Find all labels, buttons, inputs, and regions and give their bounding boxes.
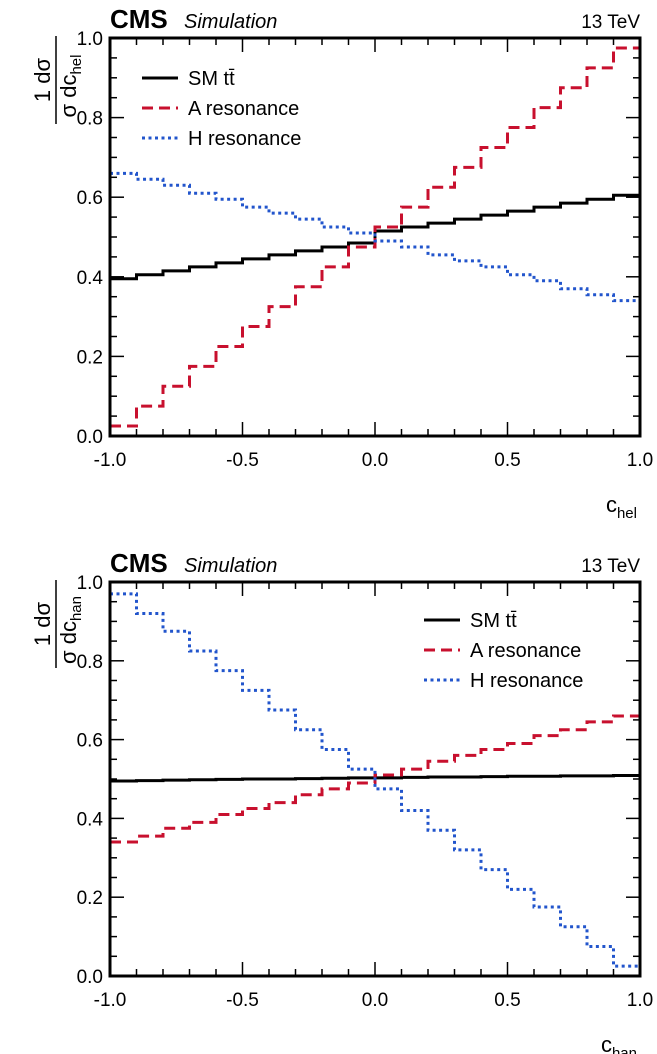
energy-label: 13 TeV — [581, 556, 640, 577]
y-tick-label: 0.8 — [77, 109, 103, 130]
legend-label: H resonance — [470, 670, 583, 692]
y-tick-label: 0.0 — [77, 427, 103, 448]
experiment-label: CMS — [110, 4, 168, 34]
y-tick-label: 0.4 — [77, 809, 104, 830]
y-axis-title-denominator: σ dchan — [56, 596, 85, 664]
plot-frame — [108, 580, 642, 978]
series-line-a-resonance — [110, 46, 640, 428]
x-axis-title: chan — [601, 1032, 637, 1054]
simulation-label: Simulation — [184, 11, 277, 33]
legend-label: A resonance — [470, 640, 581, 662]
bottom-panel-chan: CMS Simulation 13 TeV -1.0 -0.5 0.0 0.5 1.0 0.0 0… — [30, 548, 653, 1054]
y-axis-title-denominator: σ dchel — [56, 55, 85, 118]
y-tick-label: 1.0 — [77, 573, 103, 594]
y-axis-title-den-main: σ dc — [56, 75, 81, 118]
y-tick-label: 0.6 — [77, 731, 103, 752]
x-tick-label: 0.0 — [362, 450, 388, 471]
y-tick-label: 0.8 — [77, 652, 103, 673]
x-tick-label: -0.5 — [226, 990, 259, 1011]
y-tick-label: 0.2 — [77, 347, 103, 368]
y-axis-title-numerator: 1 dσ — [30, 602, 55, 647]
x-tick-label: -1.0 — [94, 990, 127, 1011]
legend-label: SM tt̄ — [188, 68, 235, 90]
legend-label: H resonance — [188, 128, 301, 150]
series-line-h-resonance — [110, 171, 640, 303]
top-panel-chel: CMS Simulation 13 TeV -1.0 -0.5 0.0 0.5 1.0 0.0 0… — [30, 4, 653, 522]
series-line-h-resonance — [110, 592, 640, 968]
y-axis-title-den-sub: han — [68, 596, 85, 621]
y-tick-label: 0.0 — [77, 967, 103, 988]
series-line-sm-tt — [110, 193, 640, 281]
x-axis-title-sub: han — [612, 1045, 637, 1054]
energy-label: 13 TeV — [581, 12, 640, 33]
series-line-sm-tt — [110, 773, 640, 783]
x-axis-title-main: c — [606, 492, 617, 517]
plot-frame — [108, 36, 642, 438]
x-tick-label: -1.0 — [94, 450, 127, 471]
y-axis-title: 1 dσ σ dchan — [30, 580, 85, 668]
x-axis-title: chel — [606, 492, 637, 522]
x-tick-label: 1.0 — [627, 990, 653, 1011]
y-tick-label: 1.0 — [77, 29, 103, 50]
y-axis-title-numerator: 1 dσ — [30, 58, 55, 103]
y-axis-title: 1 dσ σ dchel — [30, 36, 85, 124]
x-axis-title-sub: hel — [617, 505, 637, 522]
x-tick-label: 0.5 — [494, 450, 520, 471]
x-tick-label: -0.5 — [226, 450, 259, 471]
x-tick-label: 0.5 — [494, 990, 520, 1011]
y-axis-title-den-main: σ dc — [56, 621, 81, 664]
y-tick-label: 0.4 — [77, 268, 104, 289]
experiment-label: CMS — [110, 548, 168, 578]
y-tick-label: 0.6 — [77, 188, 103, 209]
y-axis-title-den-sub: hel — [68, 55, 85, 75]
legend-label: SM tt̄ — [470, 610, 517, 632]
y-tick-label: 0.2 — [77, 888, 103, 909]
x-tick-label: 1.0 — [627, 450, 653, 471]
simulation-label: Simulation — [184, 555, 277, 577]
x-tick-label: 0.0 — [362, 990, 388, 1011]
x-axis-title-main: c — [601, 1032, 612, 1054]
legend-label: A resonance — [188, 98, 299, 120]
